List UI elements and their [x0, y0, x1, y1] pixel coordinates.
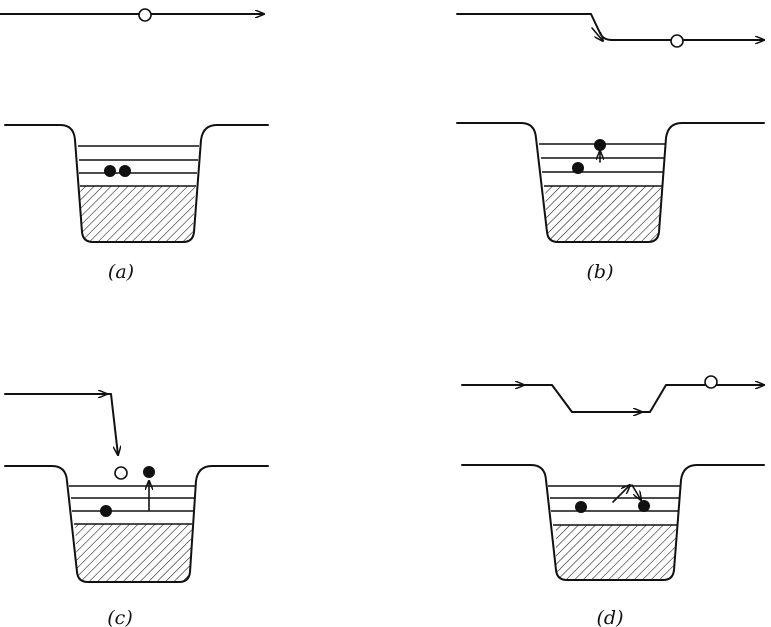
electron-dot: [143, 466, 155, 478]
well-outline: [4, 465, 269, 583]
panel-d: (d): [461, 375, 765, 627]
electron-dot: [594, 139, 606, 151]
potential-well-d: [461, 464, 765, 581]
well-hatched-region: [80, 186, 195, 242]
electron-dot: [575, 501, 587, 513]
potential-well-c: [4, 465, 269, 583]
well-outline: [4, 124, 269, 243]
electron-path-d: [461, 375, 765, 412]
electron-dot: [100, 505, 112, 517]
well-outline: [456, 122, 765, 243]
hole-marker: [114, 466, 128, 480]
well-hatched-region: [75, 524, 192, 582]
panel-caption: (d): [597, 607, 624, 627]
panel-b: (b): [456, 13, 765, 283]
panel-a: (a): [0, 8, 269, 283]
panel-c: (c): [4, 394, 269, 627]
well-outline: [461, 464, 765, 581]
panel-caption: (c): [107, 607, 132, 627]
well-hatched-region: [556, 525, 676, 580]
transition-arrow: [631, 484, 641, 500]
electron-dot: [104, 165, 116, 177]
well-hatched-region: [545, 186, 661, 242]
transition-arrow: [612, 485, 630, 503]
hole-marker: [704, 375, 718, 389]
hole-marker: [670, 34, 684, 48]
electron-dot: [119, 165, 131, 177]
electron-dot: [638, 500, 650, 512]
hole-marker: [138, 8, 152, 22]
electron-path-b: [456, 13, 765, 48]
electron-dot: [572, 162, 584, 174]
potential-well-b: [456, 122, 765, 243]
panel-caption: (b): [587, 261, 614, 283]
electron-path-c: [4, 394, 118, 455]
panel-caption: (a): [108, 261, 134, 283]
electron-path-a: [0, 8, 265, 22]
potential-well-a: [4, 124, 269, 243]
